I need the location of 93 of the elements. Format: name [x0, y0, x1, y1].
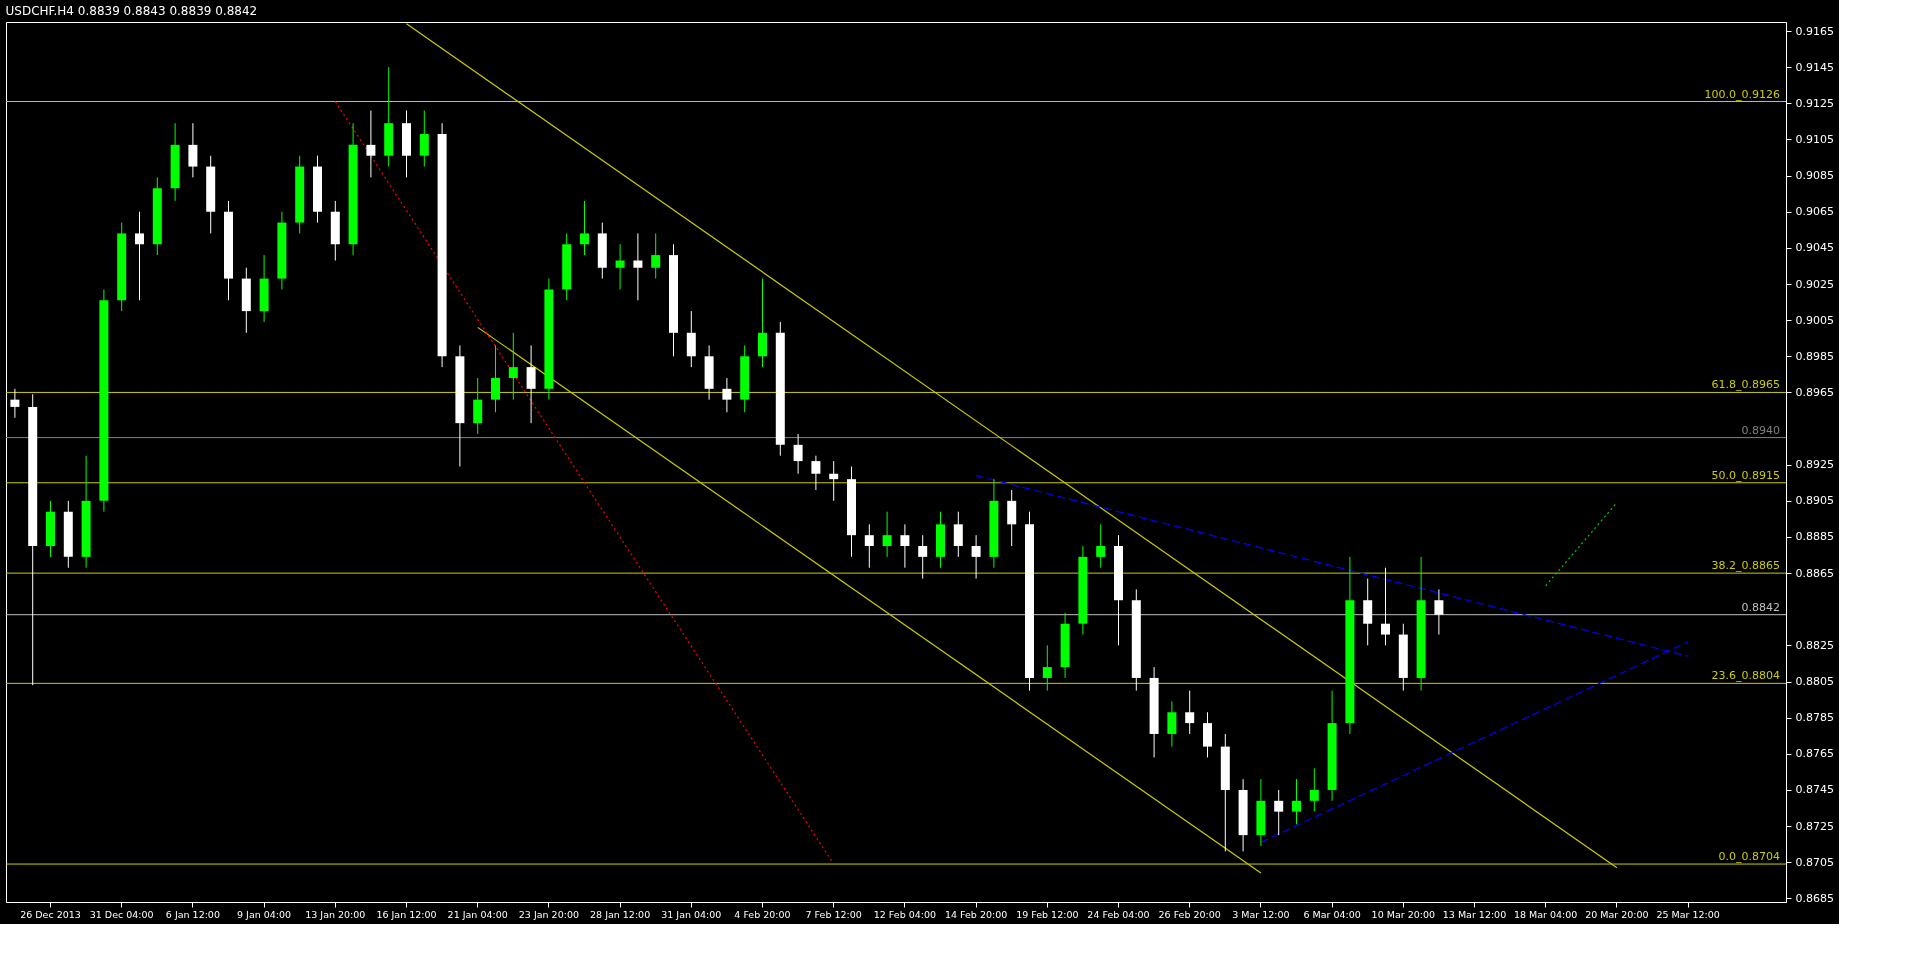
x-tick-label: 28 Jan 12:00 [590, 908, 651, 920]
candlestick [651, 232, 661, 280]
x-tick-label: 16 Jan 12:00 [376, 908, 437, 920]
x-tick-label: 6 Mar 04:00 [1303, 908, 1361, 920]
x-tick-label: 19 Feb 12:00 [1016, 908, 1079, 920]
candlestick [366, 110, 376, 178]
y-tick-label: 0.9165 [1795, 24, 1834, 38]
y-tick-label: 0.8985 [1795, 349, 1834, 363]
ref-line-label: 0.8842 [1741, 600, 1780, 614]
candlestick [1292, 778, 1301, 825]
x-tick-label: 7 Feb 12:00 [805, 908, 862, 920]
ref-line-label: 100.0_0.9126 [1704, 87, 1780, 101]
y-tick-label: 0.8685 [1795, 891, 1834, 905]
candlestick [793, 433, 803, 475]
y-tick-label: 0.8865 [1795, 566, 1834, 580]
ref-line-label: 61.8_0.8965 [1711, 378, 1780, 392]
candlestick [918, 534, 928, 580]
y-tick-label: 0.8785 [1795, 711, 1834, 725]
candlestick [1274, 789, 1284, 836]
x-tick-label: 14 Feb 20:00 [944, 908, 1008, 920]
x-tick-label: 25 Mar 12:00 [1656, 908, 1720, 920]
x-tick-label: 3 Mar 12:00 [1232, 908, 1290, 920]
y-tick-label: 0.9025 [1795, 277, 1834, 291]
candlestick [900, 523, 910, 569]
candlestick [1434, 588, 1444, 636]
ref-line-label: 23.6_0.8804 [1711, 669, 1780, 683]
candlestick [1042, 644, 1052, 692]
y-tick-label: 0.8705 [1795, 855, 1834, 869]
y-tick-label: 0.8965 [1795, 385, 1834, 399]
y-tick-label: 0.8925 [1795, 458, 1834, 472]
x-tick-label: 9 Jan 04:00 [237, 908, 292, 920]
x-tick-label: 12 Feb 04:00 [873, 908, 937, 920]
y-tick-label: 0.8825 [1795, 638, 1834, 652]
x-tick-label: 10 Mar 20:00 [1371, 908, 1436, 920]
y-tick-label: 0.8905 [1795, 494, 1834, 508]
y-tick-label: 0.9005 [1795, 313, 1834, 327]
y-tick-label: 0.9085 [1795, 169, 1834, 183]
candlestick [864, 523, 874, 569]
x-tick-label: 6 Jan 12:00 [165, 908, 220, 920]
candlestick [526, 344, 536, 424]
x-tick-label: 23 Jan 20:00 [518, 908, 579, 920]
candlestick [829, 460, 839, 502]
x-tick-label: 13 Mar 12:00 [1442, 908, 1507, 920]
x-tick-label: 21 Jan 04:00 [447, 908, 508, 920]
x-tick-label: 26 Dec 2013 [20, 908, 81, 920]
candlestick [419, 110, 429, 168]
y-tick-label: 0.9045 [1795, 241, 1834, 255]
candlestick [491, 344, 500, 413]
candlestick [1203, 711, 1212, 758]
y-tick-label: 0.9125 [1795, 96, 1834, 110]
candlestick [1096, 523, 1106, 569]
candlestick [633, 232, 643, 301]
candlestick [1185, 690, 1195, 735]
candlestick [188, 122, 198, 178]
candlestick [135, 211, 144, 301]
x-tick-label: 31 Dec 04:00 [89, 908, 154, 920]
ref-line-label: 0.8940 [1741, 423, 1780, 437]
candlestick [971, 534, 981, 580]
x-tick-label: 4 Feb 20:00 [734, 908, 791, 920]
x-tick-label: 24 Feb 04:00 [1087, 908, 1150, 920]
y-tick-label: 0.8765 [1795, 747, 1834, 761]
candlestick [953, 511, 963, 558]
candlestick [508, 332, 518, 401]
y-tick-label: 0.9145 [1795, 60, 1834, 74]
candlestick [1167, 700, 1177, 748]
candlestick [686, 310, 696, 368]
candlestick [615, 243, 625, 290]
candlestick [10, 388, 20, 419]
x-tick-label: 31 Jan 04:00 [661, 908, 722, 920]
ref-line-label: 50.0_0.8915 [1711, 468, 1780, 482]
y-tick-label: 0.8885 [1795, 530, 1834, 544]
x-tick-label: 18 Mar 04:00 [1513, 908, 1578, 920]
ref-line-label: 38.2_0.8865 [1711, 559, 1780, 573]
y-tick-label: 0.9065 [1795, 205, 1834, 219]
candlestick [758, 278, 767, 368]
x-tick-label: 20 Mar 20:00 [1585, 908, 1649, 920]
chart-title: USDCHF.H4 0.8839 0.8843 0.8839 0.8842 [5, 4, 258, 18]
candlestick [473, 377, 483, 435]
y-tick-label: 0.8745 [1795, 783, 1834, 797]
candlestick [1381, 567, 1390, 646]
candlestick [580, 200, 589, 256]
x-tick-label: 26 Feb 20:00 [1158, 908, 1221, 920]
candlestick [1007, 489, 1017, 547]
y-tick-label: 0.9105 [1795, 132, 1834, 146]
candlestick [811, 455, 821, 491]
candlestick [882, 511, 892, 558]
y-tick-label: 0.8805 [1795, 675, 1834, 689]
ref-line-label: 0.0_0.8704 [1718, 850, 1780, 864]
candlestick [722, 377, 732, 413]
x-tick-label: 13 Jan 20:00 [305, 908, 366, 920]
candlestick [1309, 767, 1319, 813]
y-tick-label: 0.8725 [1795, 819, 1834, 833]
candlestick [1363, 578, 1373, 646]
